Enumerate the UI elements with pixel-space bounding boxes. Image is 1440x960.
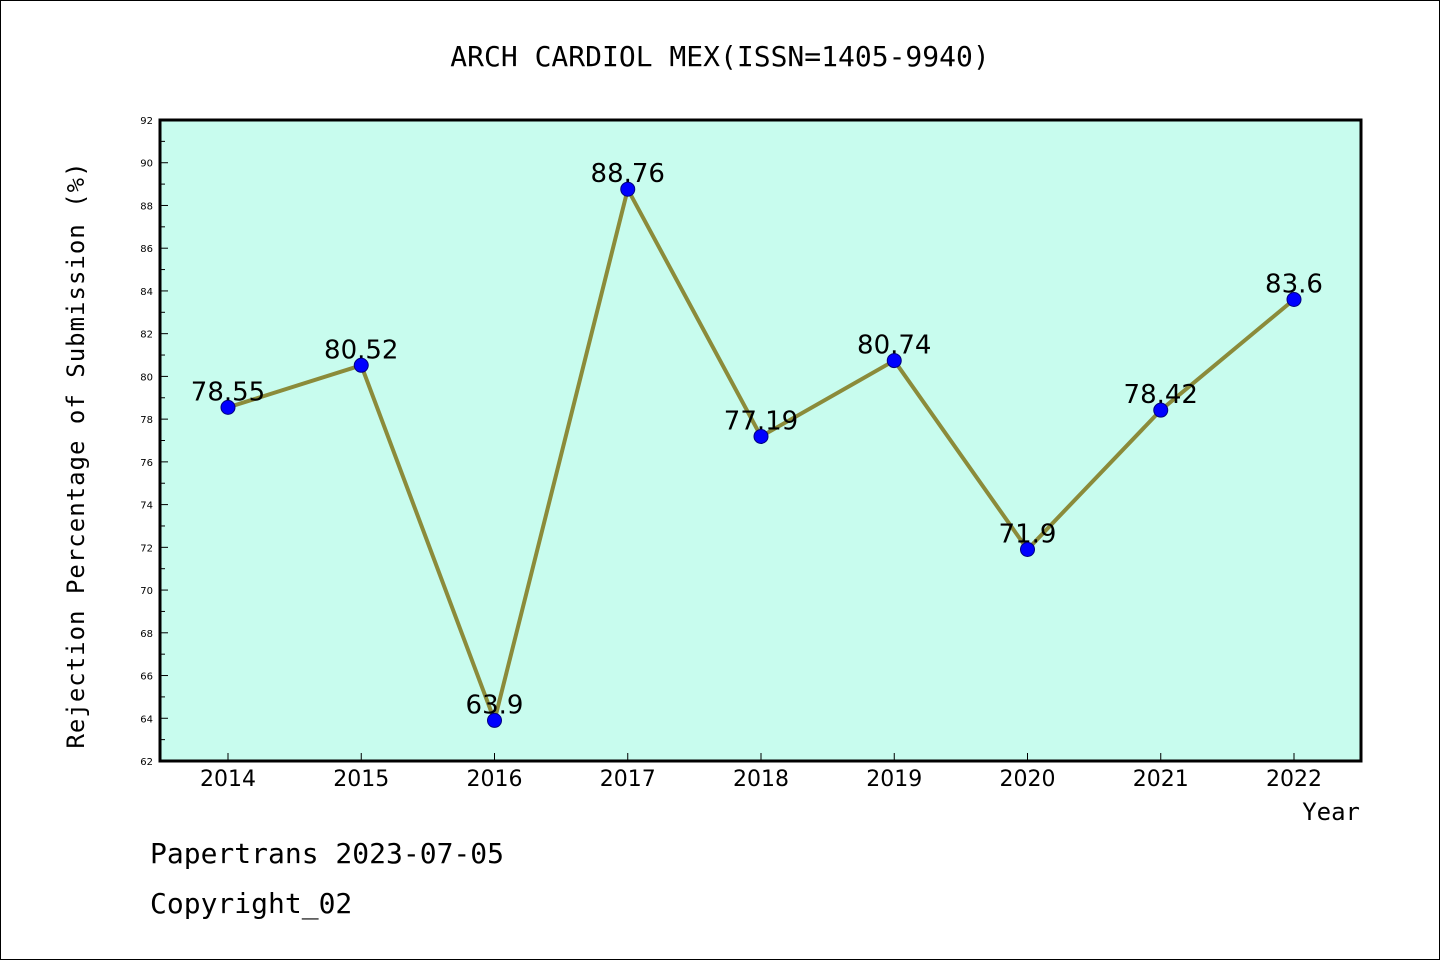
data-point: [753, 428, 769, 444]
y-tick-label: 80: [140, 372, 153, 383]
data-point: [1153, 402, 1169, 418]
y-axis-ticks: 62 64 66 68 70 72 74 76 78 80 82 84 86 88 90 92: [140, 116, 168, 768]
y-tick-label: 86: [140, 244, 153, 255]
x-tick-label: 2021: [1133, 767, 1189, 792]
y-tick-label: 64: [140, 714, 153, 725]
y-axis-label: Rejection Percentage of Submission (%): [62, 161, 90, 748]
footer-date: Papertrans 2023-07-05: [150, 837, 504, 870]
x-axis-ticks: 2014 2015 2016 2017 2018 2019 2020 2021 2022: [200, 753, 1322, 792]
chart-title: ARCH CARDIOL MEX(ISSN=1405-9940): [450, 40, 989, 73]
series-rejection-percentage: 78.5580.5263.988.7677.1980.7471.978.4283…: [191, 159, 1323, 728]
data-point: [620, 181, 636, 197]
footer-copyright: Copyright_02: [150, 887, 352, 921]
data-point: [886, 353, 902, 369]
x-tick-label: 2015: [333, 767, 389, 792]
data-point: [1286, 291, 1302, 307]
data-point: [220, 399, 236, 415]
x-tick-label: 2016: [467, 767, 523, 792]
y-tick-label: 82: [140, 330, 153, 341]
x-tick-label: 2019: [866, 767, 922, 792]
y-tick-label: 66: [140, 672, 153, 683]
x-tick-label: 2018: [733, 767, 789, 792]
data-point: [487, 712, 502, 728]
y-tick-label: 68: [140, 629, 153, 640]
y-tick-label: 84: [140, 287, 153, 298]
x-tick-label: 2017: [600, 767, 656, 792]
x-tick-label: 2022: [1266, 767, 1322, 792]
y-tick-label: 76: [140, 458, 153, 469]
x-tick-label: 2014: [200, 767, 256, 792]
data-point: [353, 357, 369, 373]
y-tick-label: 90: [140, 159, 153, 170]
y-tick-label: 92: [140, 116, 153, 127]
y-tick-label: 62: [140, 757, 153, 768]
y-tick-label: 70: [140, 586, 153, 597]
y-tick-label: 88: [140, 201, 153, 212]
x-tick-label: 2020: [1000, 767, 1056, 792]
data-point: [1020, 541, 1035, 557]
x-axis-label: Year: [1302, 798, 1360, 826]
y-tick-label: 74: [140, 501, 153, 512]
y-tick-label: 72: [140, 543, 153, 554]
y-tick-label: 78: [140, 415, 153, 426]
